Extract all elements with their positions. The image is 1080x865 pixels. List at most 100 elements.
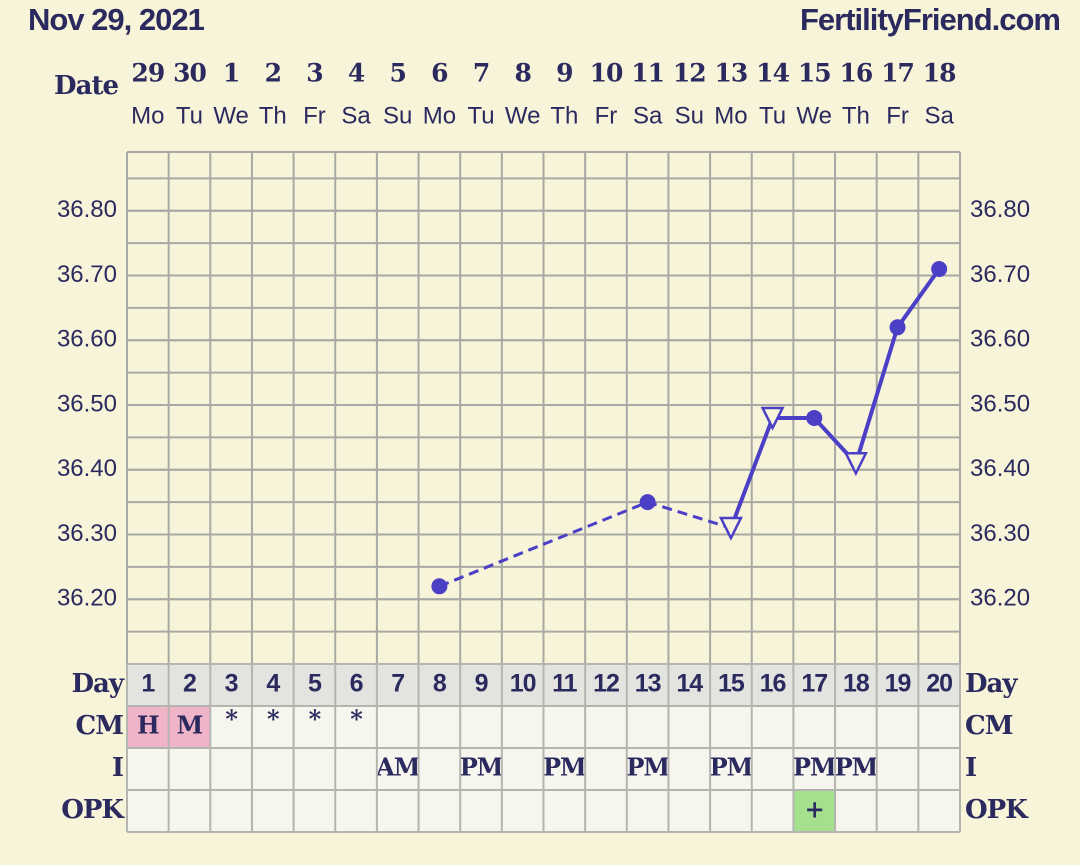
day-number: 13	[635, 670, 661, 698]
date-number: 4	[348, 59, 365, 88]
weekday: Tu	[467, 102, 494, 129]
temperature-point-triangle	[843, 452, 868, 477]
weekday: Mo	[714, 102, 747, 129]
row-label-right: CM	[965, 711, 1013, 741]
day-number: 14	[676, 670, 703, 698]
row-label: I	[112, 753, 123, 783]
date-number: 13	[715, 59, 748, 88]
y2-tick-label: 36.40	[970, 455, 1030, 482]
date-number: 17	[881, 59, 914, 88]
row-label: Day	[71, 669, 124, 699]
weekday: Mo	[423, 102, 456, 129]
y-tick-label: 36.60	[57, 326, 117, 353]
cell-text: M	[177, 711, 203, 740]
day-number: 20	[926, 670, 952, 698]
weekday: Mo	[131, 102, 164, 129]
cell-highlight	[793, 790, 836, 832]
weekday: Fr	[595, 102, 618, 129]
weekday: Su	[383, 102, 412, 129]
cell-text: AM	[375, 753, 420, 782]
weekday: Fr	[886, 102, 909, 129]
cell-highlight	[127, 706, 169, 748]
temperature-line	[729, 267, 941, 529]
weekday: Sa	[633, 102, 663, 129]
day-number: 8	[433, 670, 447, 698]
y-tick-label: 36.40	[57, 455, 117, 482]
day-number: 7	[391, 670, 404, 698]
day-number: 19	[885, 670, 911, 698]
row-label-right: I	[965, 753, 976, 783]
date-number: 8	[514, 59, 531, 88]
day-number: 17	[801, 670, 827, 698]
date-number: 14	[756, 59, 789, 88]
date-number: 18	[923, 59, 956, 88]
cell-text: *	[350, 705, 363, 734]
weekday: Th	[550, 102, 578, 129]
date-number: 12	[673, 59, 706, 88]
date-number: 7	[473, 59, 489, 88]
day-number: 5	[308, 670, 322, 698]
cell-text: PM	[710, 753, 753, 782]
cell-text: PM	[543, 753, 586, 782]
weekday: Sa	[924, 102, 954, 129]
day-number: 4	[266, 670, 280, 698]
temperature-point	[931, 261, 948, 278]
date-number: 30	[173, 59, 206, 88]
temperature-point-triangle	[718, 516, 743, 541]
y-tick-label: 36.50	[57, 390, 117, 417]
y2-tick-label: 36.60	[970, 326, 1030, 353]
day-number: 18	[843, 670, 870, 698]
temperature-point	[806, 409, 823, 426]
temperature-point-triangle	[760, 406, 785, 431]
day-number: 12	[593, 670, 619, 698]
y2-tick-label: 36.70	[970, 261, 1030, 288]
date-number: 9	[556, 59, 572, 88]
weekday: We	[796, 102, 832, 129]
y2-tick-label: 36.30	[970, 520, 1030, 547]
y-tick-label: 36.70	[57, 261, 117, 288]
row-label: CM	[76, 711, 124, 741]
day-number: 15	[718, 670, 745, 698]
day-number: 1	[141, 670, 155, 698]
weekday: Fr	[303, 102, 326, 129]
day-number: 3	[225, 670, 238, 698]
date-number: 29	[131, 59, 164, 88]
row-label-right: Day	[965, 669, 1018, 699]
date-number: 2	[265, 59, 281, 88]
y2-tick-label: 36.20	[970, 585, 1030, 612]
temperature-point	[431, 578, 448, 595]
weekday: Tu	[759, 102, 786, 129]
y-tick-label: 36.30	[57, 520, 117, 547]
weekday: Sa	[341, 102, 371, 129]
chart-title: Nov 29, 2021	[28, 2, 205, 37]
cell-text: PM	[460, 753, 503, 782]
y-tick-label: 36.80	[57, 196, 117, 223]
date-label: Date	[54, 71, 118, 101]
cell-text: PM	[626, 753, 669, 782]
cell-highlight	[168, 706, 211, 748]
temperature-point	[639, 494, 656, 511]
date-number: 6	[431, 59, 448, 88]
row-label-right: OPK	[965, 795, 1029, 825]
date-number: 16	[839, 59, 872, 88]
weekday: We	[505, 102, 541, 129]
y2-tick-label: 36.50	[970, 390, 1030, 417]
date-number: 10	[590, 59, 623, 88]
temperature-point	[889, 319, 906, 336]
day-number: 16	[760, 670, 786, 698]
cell-text: H	[137, 711, 159, 740]
date-number: 5	[390, 59, 406, 88]
date-number: 3	[306, 59, 322, 88]
date-number: 1	[223, 59, 239, 88]
day-number: 10	[510, 670, 536, 698]
day-number: 2	[183, 670, 196, 698]
date-number: 11	[631, 59, 664, 88]
weekday: Th	[842, 102, 870, 129]
cell-text: +	[805, 795, 824, 824]
row-label: OPK	[61, 795, 125, 825]
weekday: Tu	[176, 102, 203, 129]
cell-text: *	[267, 705, 280, 734]
day-number: 9	[475, 670, 488, 698]
cell-text: PM	[835, 753, 878, 782]
